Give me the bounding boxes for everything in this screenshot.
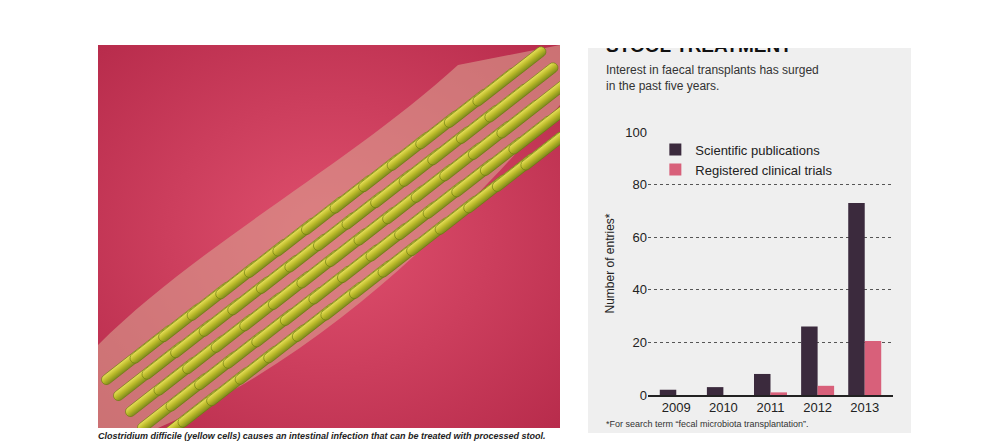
svg-text:STOOL TREATMENT: STOOL TREATMENT xyxy=(606,48,792,56)
svg-text:80: 80 xyxy=(633,177,647,192)
html-text:Clostridium difficile (yellow: Clostridium difficile (yellow cells) cau… xyxy=(98,431,546,441)
svg-text:20: 20 xyxy=(633,335,647,350)
svg-text:Registered clinical trials: Registered clinical trials xyxy=(695,163,832,178)
svg-text:0: 0 xyxy=(640,388,647,403)
svg-text:Scientific publications: Scientific publications xyxy=(695,143,820,158)
svg-text:2013: 2013 xyxy=(850,400,879,415)
svg-text:60: 60 xyxy=(633,230,647,245)
svg-text:40: 40 xyxy=(633,282,647,297)
svg-text:2012: 2012 xyxy=(803,400,832,415)
svg-text:2009: 2009 xyxy=(662,400,691,415)
svg-text:Interest in faecal transplants: Interest in faecal transplants has surge… xyxy=(606,63,819,93)
svg-text:100: 100 xyxy=(625,125,647,140)
svg-text:2010: 2010 xyxy=(709,400,738,415)
svg-text:*For search term “fecal microb: *For search term “fecal microbiota trans… xyxy=(606,419,809,429)
svg-text:Number of entries*: Number of entries* xyxy=(603,213,617,313)
svg-text:2011: 2011 xyxy=(757,400,785,415)
